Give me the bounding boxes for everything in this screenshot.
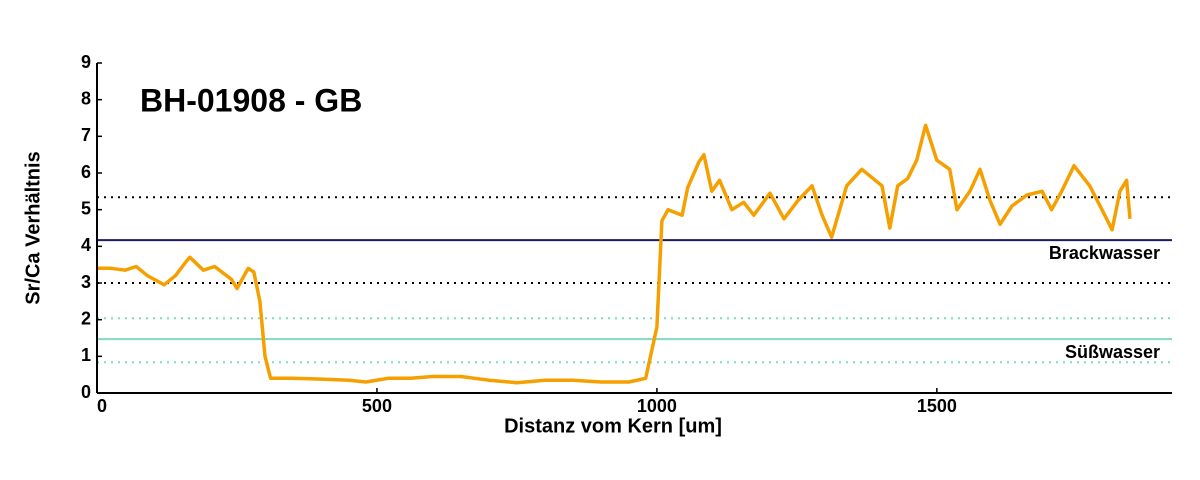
y-tick-label: 6 (81, 162, 91, 182)
x-tick-label: 1000 (637, 396, 677, 416)
y-tick-label: 3 (81, 272, 91, 292)
y-tick-label: 8 (81, 88, 91, 108)
y-tick-label: 1 (81, 345, 91, 365)
y-tick-label: 0 (81, 382, 91, 402)
reference-label: Brackwasser (1049, 243, 1160, 263)
y-tick-label: 7 (81, 125, 91, 145)
y-tick-label: 2 (81, 308, 91, 328)
y-tick-label: 5 (81, 198, 91, 218)
y-tick-label: 4 (81, 235, 91, 255)
y-tick-label: 9 (81, 52, 91, 72)
x-tick-label: 500 (362, 396, 392, 416)
y-axis-label: Sr/Ca Verhältnis (22, 151, 44, 304)
x-tick-label: 0 (97, 396, 107, 416)
data-line (97, 123, 1132, 385)
x-tick-label: 1500 (917, 396, 957, 416)
reference-label: Süßwasser (1065, 342, 1160, 362)
chart-title: BH-01908 - GB (140, 82, 362, 118)
x-axis-label: Distanz vom Kern [um] (504, 415, 722, 437)
